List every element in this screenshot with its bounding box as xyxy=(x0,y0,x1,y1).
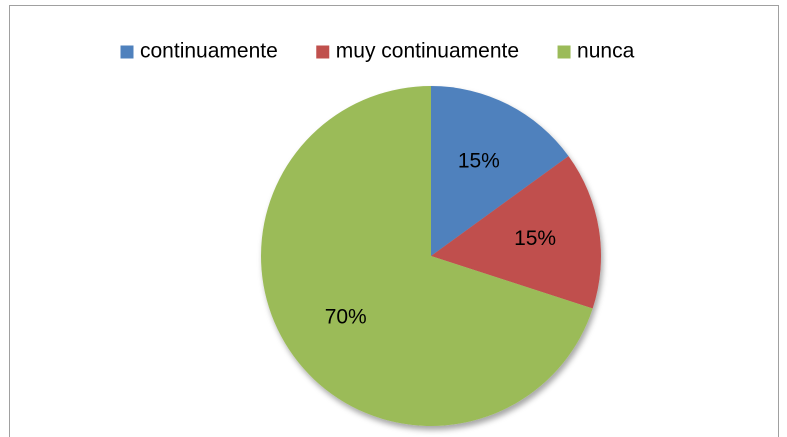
legend-swatch xyxy=(119,44,135,60)
pie-slice xyxy=(431,86,569,256)
legend-swatch xyxy=(556,44,572,60)
legend-label: continuamente xyxy=(140,40,278,63)
data-label: 15% xyxy=(458,150,500,173)
legend-label: muy continuamente xyxy=(336,40,519,63)
legend-swatch xyxy=(315,44,331,60)
pie-slice xyxy=(431,156,601,309)
data-label: 15% xyxy=(514,227,556,250)
pie xyxy=(260,86,601,426)
data-label: 70% xyxy=(325,305,367,328)
legend-label: nunca xyxy=(577,40,635,63)
pie-slice xyxy=(260,86,593,426)
